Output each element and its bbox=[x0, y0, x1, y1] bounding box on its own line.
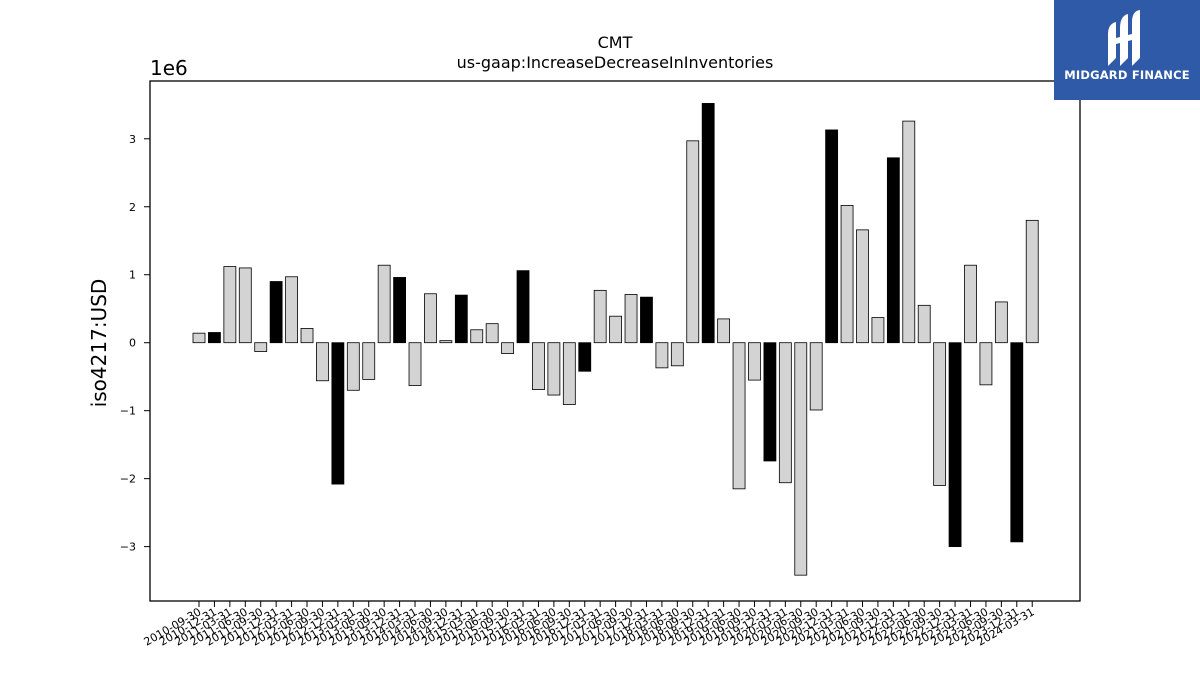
bar-2012-06-30 bbox=[300, 328, 314, 344]
bar-2023-12-31 bbox=[1010, 342, 1024, 543]
bar-2022-06-30 bbox=[917, 304, 931, 344]
bar-2020-06-30 bbox=[794, 342, 808, 576]
bar-2017-12-31 bbox=[640, 296, 653, 344]
bar-2022-09-30 bbox=[933, 342, 947, 486]
bar-2023-06-30 bbox=[979, 342, 993, 386]
bar-2021-09-30 bbox=[871, 317, 885, 344]
bar-2012-03-31 bbox=[285, 276, 298, 344]
bar-2017-03-31 bbox=[593, 289, 607, 344]
bar-2013-09-30 bbox=[377, 264, 391, 344]
bar-2014-06-30 bbox=[424, 293, 437, 344]
bar-2015-03-31 bbox=[470, 329, 484, 344]
logo-text: MIDGARD FINANCE bbox=[1064, 68, 1190, 82]
midgard-logo-mark-icon bbox=[1108, 10, 1140, 66]
y-tick-label: 0 bbox=[129, 337, 136, 350]
y-tick-label: −1 bbox=[120, 405, 136, 418]
bar-2023-09-30 bbox=[994, 301, 1008, 344]
bar-2011-12-31 bbox=[269, 281, 283, 344]
bar-2017-06-30 bbox=[609, 315, 623, 344]
bar-2010-12-31 bbox=[208, 332, 221, 344]
bar-2021-06-30 bbox=[856, 229, 869, 344]
bar-2017-09-30 bbox=[624, 294, 638, 344]
bar-2021-12-31 bbox=[886, 157, 900, 344]
x-ticks-group: 2010-09-302010-12-312011-03-312011-06-30… bbox=[142, 601, 1037, 649]
bar-2015-09-30 bbox=[501, 342, 515, 354]
y-multiplier-label: 1e6 bbox=[150, 56, 188, 80]
bars-group bbox=[192, 103, 1039, 576]
bar-2012-09-30 bbox=[316, 342, 329, 382]
bar-2023-03-31 bbox=[964, 264, 977, 344]
midgard-finance-logo: MIDGARD FINANCE bbox=[1054, 0, 1200, 100]
chart-subtitle: us-gaap:IncreaseDecreaseInInventories bbox=[457, 53, 774, 72]
bar-2020-12-31 bbox=[825, 129, 839, 344]
bar-2013-03-31 bbox=[346, 342, 360, 391]
bar-2010-09-30 bbox=[192, 332, 206, 344]
bar-2014-12-31 bbox=[454, 294, 468, 344]
bar-2013-12-31 bbox=[393, 277, 406, 344]
bar-2014-09-30 bbox=[439, 340, 453, 344]
y-tick-label: 2 bbox=[129, 201, 136, 214]
bar-2018-03-31 bbox=[655, 342, 669, 369]
bar-2019-03-31 bbox=[717, 318, 731, 344]
y-tick-label: 1 bbox=[129, 269, 136, 282]
bar-2019-12-31 bbox=[763, 342, 777, 462]
bar-2012-12-31 bbox=[331, 342, 345, 485]
y-axis-label: iso4217:USD bbox=[87, 279, 111, 408]
bar-2013-06-30 bbox=[362, 342, 376, 380]
y-ticks-group: −3 −2 −1 0 1 2 3 bbox=[120, 133, 150, 554]
bar-2016-06-30 bbox=[547, 342, 561, 396]
chart-title: CMT bbox=[598, 33, 633, 52]
bar-2015-06-30 bbox=[485, 323, 499, 344]
bar-2011-06-30 bbox=[238, 267, 252, 344]
bar-2021-03-31 bbox=[840, 204, 854, 344]
bar-2016-12-31 bbox=[578, 342, 592, 372]
y-tick-label: 3 bbox=[129, 133, 136, 146]
bar-2024-03-31 bbox=[1025, 219, 1039, 344]
bar-2016-09-30 bbox=[562, 342, 576, 405]
y-tick-label: −3 bbox=[120, 541, 136, 554]
bar-2011-09-30 bbox=[254, 342, 268, 352]
bar-2019-06-30 bbox=[732, 342, 746, 490]
bar-2020-03-31 bbox=[778, 342, 792, 484]
bar-2020-09-30 bbox=[809, 342, 823, 411]
bar-2022-12-31 bbox=[948, 342, 962, 548]
y-tick-label: −2 bbox=[120, 473, 136, 486]
bar-2015-12-31 bbox=[516, 270, 530, 344]
bar-2018-09-30 bbox=[686, 140, 700, 344]
bar-2016-03-31 bbox=[532, 342, 545, 391]
bar-2019-09-30 bbox=[748, 342, 761, 381]
bar-2018-06-30 bbox=[670, 342, 684, 367]
plot-frame bbox=[149, 80, 1081, 602]
bar-2018-12-31 bbox=[701, 103, 715, 344]
bar-2022-03-31 bbox=[902, 120, 916, 344]
bar-2011-03-31 bbox=[223, 266, 237, 344]
bar-2014-03-31 bbox=[408, 342, 422, 386]
